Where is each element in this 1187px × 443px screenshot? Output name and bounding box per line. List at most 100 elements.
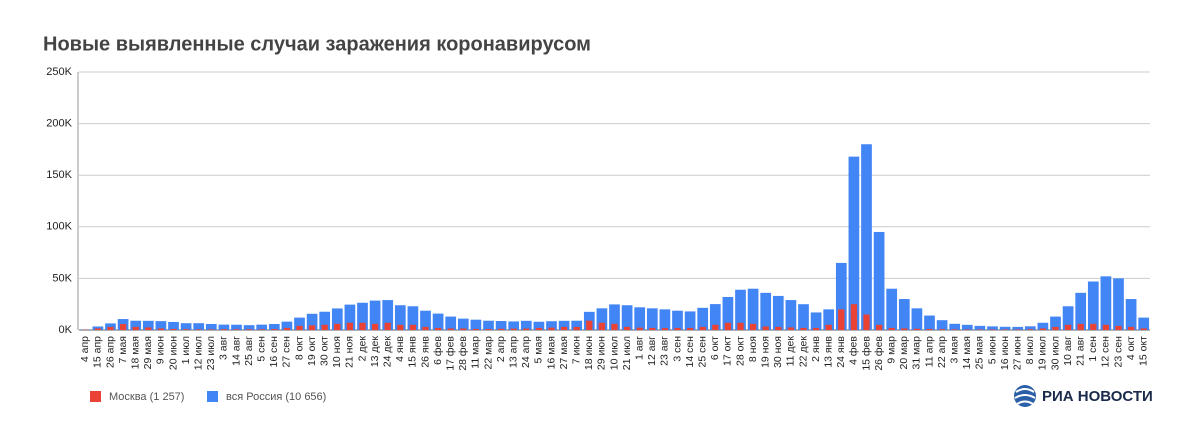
bar <box>533 321 545 330</box>
bar <box>938 329 946 330</box>
x-tick-label: 26 фев <box>873 336 885 371</box>
bar <box>321 324 328 330</box>
x-tick-label: 30 ноя <box>772 336 784 368</box>
bar <box>397 324 404 330</box>
bar <box>772 295 784 330</box>
bar <box>926 328 933 330</box>
bar <box>1014 329 1021 330</box>
x-tick-label: 29 мая <box>142 336 154 369</box>
bar <box>119 324 127 330</box>
x-tick-label: 3 авг <box>218 336 230 360</box>
x-tick-label: 26 апр <box>104 336 116 368</box>
bar <box>283 327 291 330</box>
bar <box>621 305 633 330</box>
logo: РИА НОВОСТИ <box>1014 385 1153 407</box>
x-tick-label: 15 апр <box>92 336 104 368</box>
bar <box>760 292 772 330</box>
y-tick-label: 100K <box>46 221 72 233</box>
bar <box>709 304 721 330</box>
bar <box>913 328 921 330</box>
bar <box>1001 329 1009 330</box>
bar <box>157 328 165 330</box>
bar <box>1087 281 1099 330</box>
x-tick-label: 30 окт <box>318 336 330 366</box>
x-tick-label: 8 окт <box>293 336 305 360</box>
x-tick-label: 14 мая <box>961 336 973 369</box>
x-tick-label: 23 авг <box>659 336 671 366</box>
bar <box>911 308 923 330</box>
legend-label: вся Россия (10 656) <box>226 391 326 403</box>
bar <box>346 322 354 330</box>
bar <box>835 262 847 330</box>
chart-title: Новые выявленные случаи заражения корона… <box>43 33 591 55</box>
x-tick-label: 6 фев <box>432 336 444 365</box>
bar <box>586 320 593 330</box>
x-tick-label: 23 июл <box>205 336 217 370</box>
x-tick-label: 12 авг <box>646 336 658 366</box>
bar <box>245 329 253 330</box>
bar <box>798 304 809 330</box>
y-tick-label: 200K <box>46 118 72 130</box>
bar <box>193 323 205 330</box>
bar <box>233 329 240 330</box>
bar <box>812 327 820 330</box>
bar <box>523 328 530 330</box>
x-tick-label: 8 июл <box>1024 336 1036 364</box>
x-tick-label: 15 окт <box>1137 336 1149 366</box>
bar <box>861 144 872 330</box>
bar <box>1024 326 1036 330</box>
bar <box>747 288 759 330</box>
y-tick-label: 50K <box>52 272 72 284</box>
x-tick-label: 24 дек <box>381 336 393 368</box>
bar <box>145 327 152 330</box>
x-tick-label: 27 сен <box>281 336 293 368</box>
x-tick-label: 3 сен <box>671 336 683 362</box>
bar <box>548 327 555 330</box>
bar <box>737 322 744 330</box>
x-tick-label: 6 окт <box>709 336 721 360</box>
bar <box>810 312 822 330</box>
bar <box>485 328 492 330</box>
bar <box>573 326 580 330</box>
bar <box>382 300 394 330</box>
logo-waves <box>1014 388 1036 405</box>
bar <box>306 313 318 330</box>
legend-label: Москва (1 257) <box>109 391 184 403</box>
bar <box>949 323 961 330</box>
x-tick-label: 7 июн <box>570 336 582 364</box>
x-tick-label: 11 мар <box>470 336 482 369</box>
x-tick-label: 12 июл <box>192 336 204 370</box>
bar <box>684 311 696 330</box>
x-tick-label: 24 апр <box>520 336 532 368</box>
bar <box>661 328 669 330</box>
x-tick-label: 9 июн <box>155 336 167 364</box>
bar <box>308 325 316 330</box>
x-tick-label: 1 сен <box>1087 336 1099 362</box>
bar <box>281 321 293 330</box>
bar <box>1027 329 1034 330</box>
bar <box>495 321 507 330</box>
x-tick-label: 28 фев <box>457 336 469 371</box>
bar <box>825 324 832 330</box>
bar <box>560 326 568 330</box>
bar <box>1062 306 1074 330</box>
x-tick-label: 3 мая <box>948 336 960 364</box>
bar <box>508 321 520 330</box>
bar <box>432 313 444 330</box>
bar <box>1125 299 1137 330</box>
bar <box>394 305 406 330</box>
bar <box>208 329 215 330</box>
bar <box>331 308 343 330</box>
x-tick-label: 15 фев <box>860 336 872 371</box>
bar <box>195 329 202 330</box>
x-tick-label: 4 окт <box>1125 336 1137 360</box>
bar <box>558 320 570 330</box>
bar <box>420 310 431 330</box>
x-tick-label: 5 мая <box>533 336 545 364</box>
x-tick-label: 4 янв <box>394 336 406 362</box>
x-tick-label: 27 июн <box>1011 336 1023 370</box>
bar <box>218 324 230 330</box>
x-tick-label: 17 окт <box>722 336 734 366</box>
bar <box>596 308 608 330</box>
bar <box>510 328 517 330</box>
